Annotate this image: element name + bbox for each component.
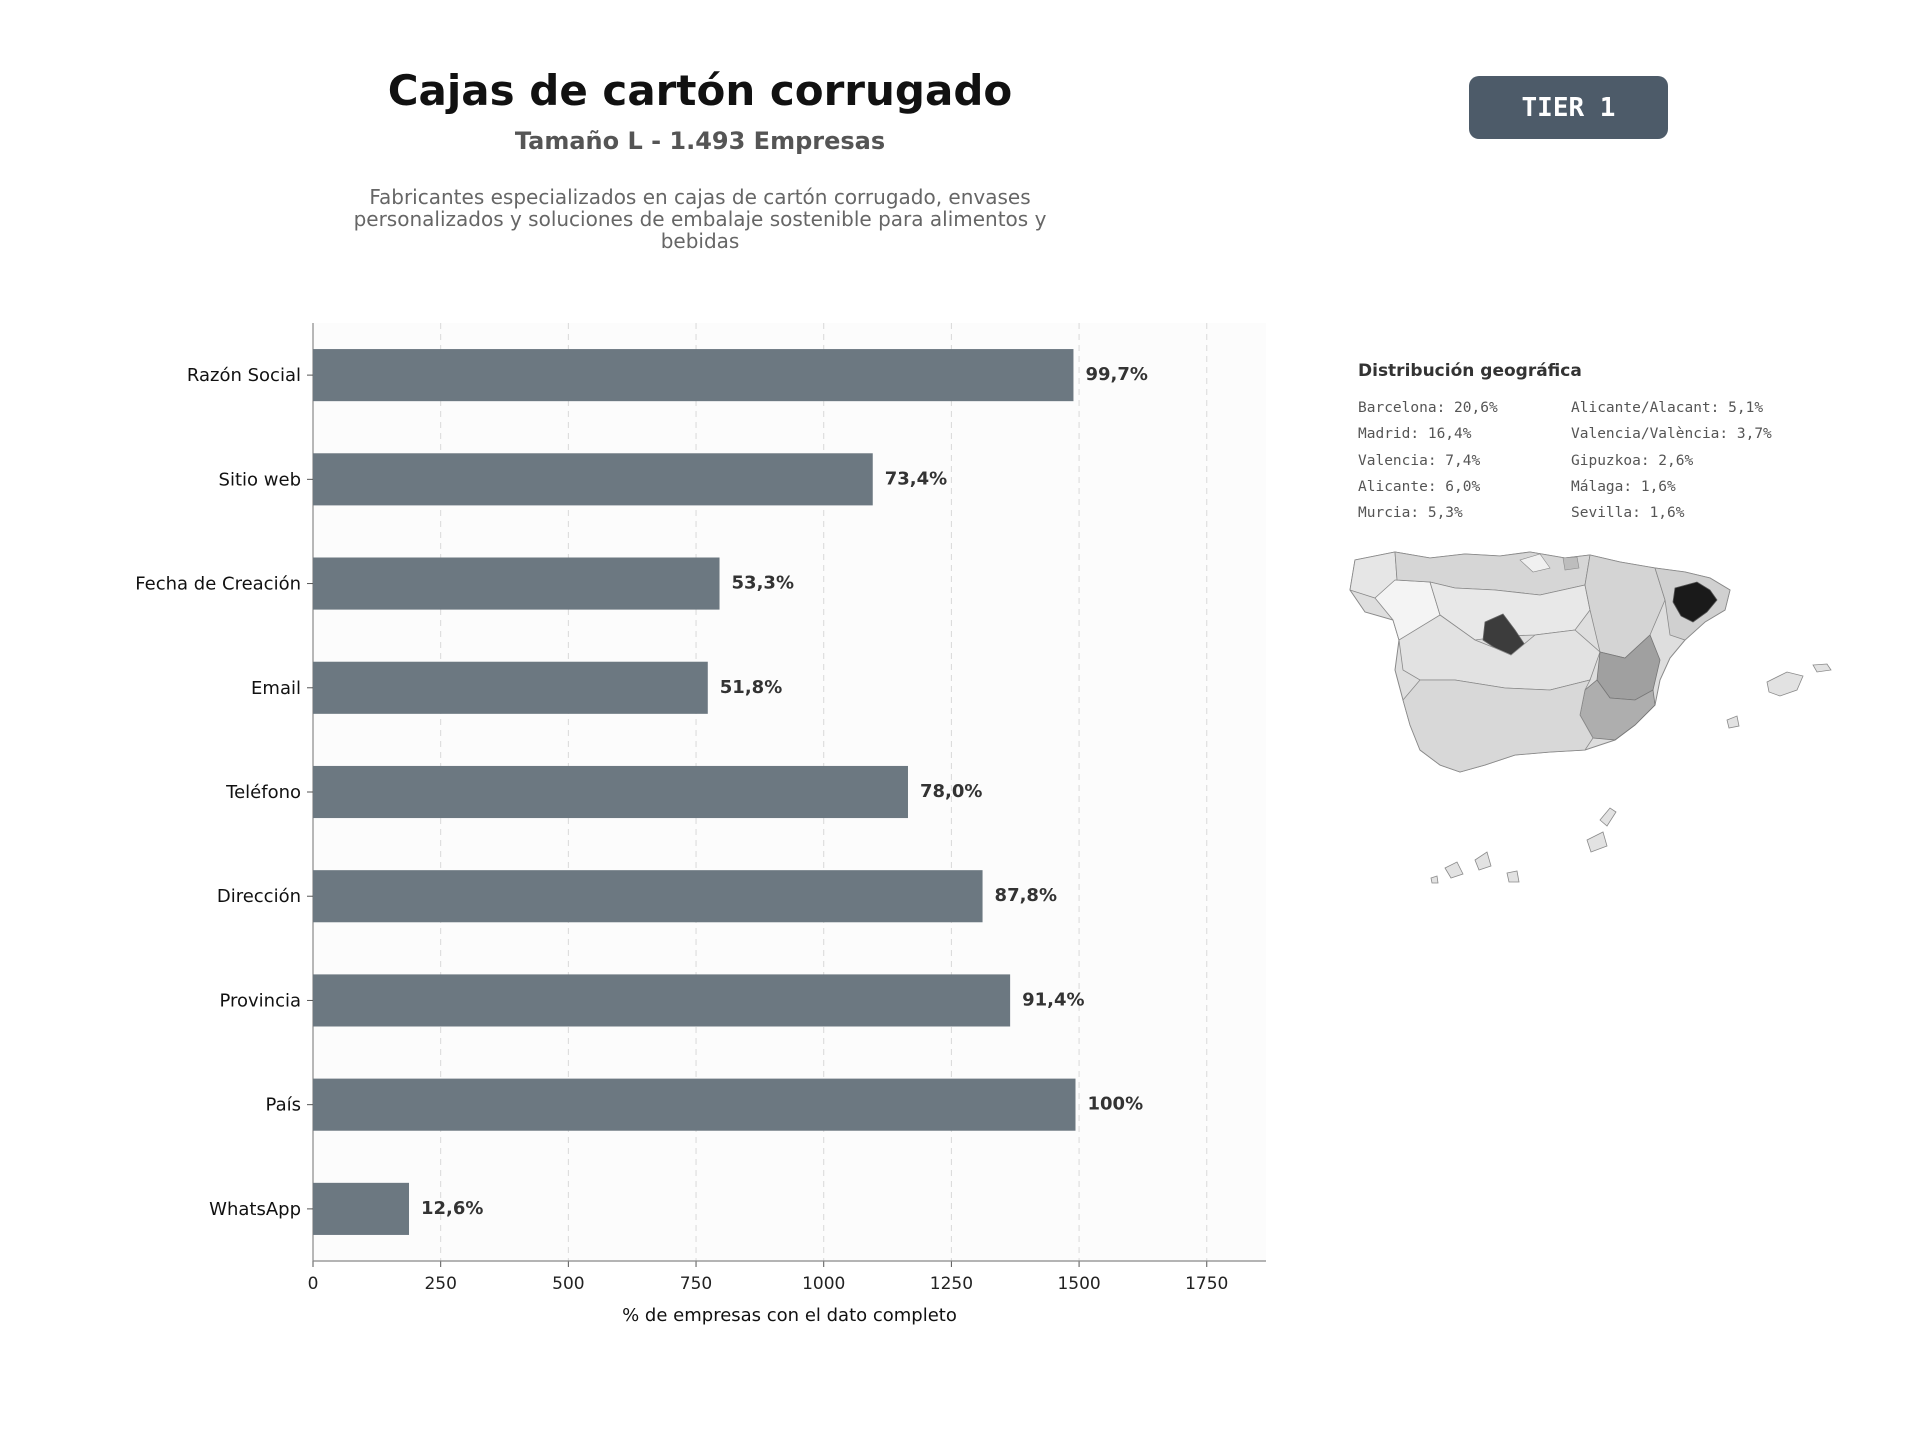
data-label: 87,8% <box>995 885 1057 906</box>
map-canary-3 <box>1506 870 1520 883</box>
geo-item: Sevilla: 1,6% <box>1571 505 1685 522</box>
geo-title: Distribución geográfica <box>1358 361 1582 381</box>
geo-item: Madrid: 16,4% <box>1358 426 1472 443</box>
x-axis-title: % de empresas con el dato completo <box>622 1305 957 1326</box>
bar <box>313 349 1074 402</box>
map-canary-1 <box>1444 861 1464 879</box>
x-tick-label: 1000 <box>802 1274 845 1294</box>
bar <box>313 765 908 819</box>
x-tick-label: 500 <box>552 1274 584 1294</box>
category-label: Email <box>251 678 301 699</box>
geo-item: Barcelona: 20,6% <box>1358 400 1498 416</box>
x-tick-label: 1750 <box>1185 1274 1228 1294</box>
bar <box>313 453 873 506</box>
map-canary-5 <box>1599 807 1617 827</box>
map-canary-2 <box>1474 851 1492 871</box>
data-label: 12,6% <box>421 1198 483 1219</box>
map-region-gipuzkoa <box>1562 556 1580 571</box>
data-label: 91,4% <box>1022 989 1084 1010</box>
bar <box>313 974 1011 1027</box>
map-region-barcelona <box>1672 581 1718 623</box>
bar <box>313 1078 1076 1131</box>
category-label: WhatsApp <box>209 1199 301 1220</box>
geo-list-right: Alicante/Alacant: 5,1% Valencia/València… <box>1571 395 1772 526</box>
tier-badge: TIER 1 <box>1469 76 1668 139</box>
data-label: 99,7% <box>1085 364 1147 385</box>
map-balearic-menorca <box>1812 663 1832 673</box>
geo-item: Málaga: 1,6% <box>1571 478 1676 495</box>
category-label: Provincia <box>219 990 301 1011</box>
category-label: Fecha de Creación <box>135 574 301 595</box>
geo-item: Valencia: 7,4% <box>1358 452 1481 469</box>
category-label: País <box>266 1095 301 1116</box>
geo-item: Alicante/Alacant: 5,1% <box>1571 400 1764 416</box>
data-label: 73,4% <box>885 468 947 489</box>
data-label: 53,3% <box>732 573 794 594</box>
x-tick-label: 1250 <box>930 1274 973 1294</box>
map-balearic-mallorca <box>1766 671 1804 697</box>
bar <box>313 557 720 610</box>
page-description: Fabricantes especializados en cajas de c… <box>353 185 1047 253</box>
data-label: 100% <box>1088 1094 1144 1115</box>
geo-item: Gipuzkoa: 2,6% <box>1571 452 1694 469</box>
bar <box>313 661 708 714</box>
x-tick-label: 750 <box>680 1274 712 1294</box>
data-label: 51,8% <box>720 677 782 698</box>
geo-item: Alicante: 6,0% <box>1358 478 1481 495</box>
map-canary-4 <box>1586 831 1608 853</box>
x-tick-label: 250 <box>424 1274 456 1294</box>
data-label: 78,0% <box>920 781 982 802</box>
map-balearic-ibiza <box>1726 715 1740 729</box>
x-tick-label: 1500 <box>1057 1274 1100 1294</box>
category-label: Dirección <box>217 886 301 907</box>
map-region-cantabria-light <box>1519 553 1551 573</box>
bar <box>313 1182 410 1235</box>
page-title: Cajas de cartón corrugado <box>387 66 1013 115</box>
category-label: Teléfono <box>225 782 301 803</box>
spain-map <box>1349 551 1832 884</box>
bar <box>313 870 983 923</box>
geo-item: Murcia: 5,3% <box>1358 505 1463 522</box>
map-canary-6 <box>1430 875 1439 884</box>
page-subtitle: Tamaño L - 1.493 Empresas <box>514 127 886 155</box>
geo-list-left: Barcelona: 20,6% Madrid: 16,4% Valencia:… <box>1358 395 1498 526</box>
x-tick-label: 0 <box>308 1274 319 1294</box>
geo-item: Valencia/València: 3,7% <box>1571 426 1772 443</box>
category-label: Razón Social <box>187 365 301 386</box>
map-region-andalucia <box>1402 679 1594 773</box>
category-label: Sitio web <box>219 469 301 490</box>
